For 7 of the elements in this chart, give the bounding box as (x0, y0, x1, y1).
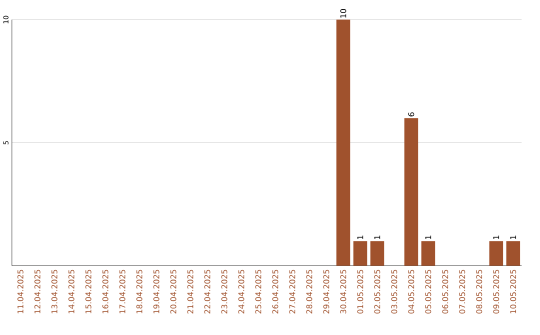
bar (506, 241, 520, 266)
bar (353, 241, 368, 266)
bar (489, 241, 504, 266)
bar (404, 118, 418, 266)
bar (370, 241, 384, 266)
bar (336, 20, 350, 266)
bar (421, 241, 436, 266)
